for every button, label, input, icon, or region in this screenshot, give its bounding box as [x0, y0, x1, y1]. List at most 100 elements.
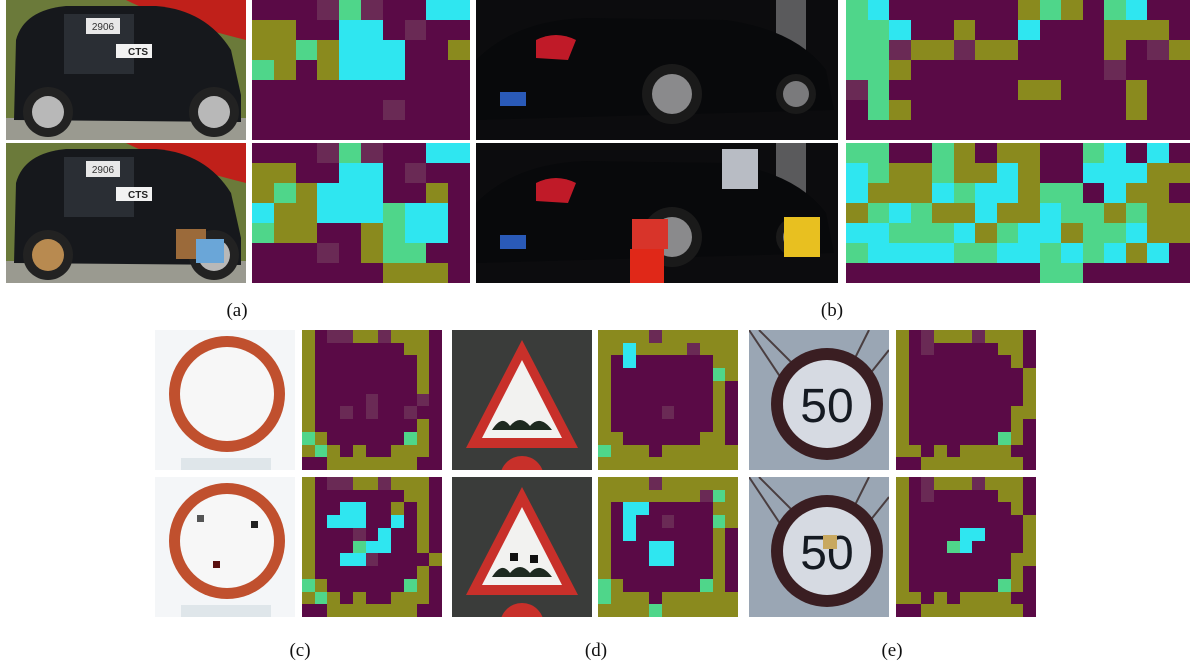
heatmap-cell: [378, 330, 392, 343]
caption-d: (d): [584, 640, 608, 661]
heatmap-cell: [365, 393, 379, 407]
heatmap-cell: [252, 40, 274, 60]
heatmap-cell: [889, 243, 911, 263]
heatmap-cell: [1010, 444, 1024, 458]
heatmap-cell: [448, 60, 470, 80]
heatmap-cell: [972, 540, 986, 554]
heatmap-cell: [327, 566, 341, 579]
heatmap-cell: [623, 419, 637, 432]
heatmap-cell: [896, 566, 909, 579]
heatmap-cell: [302, 419, 315, 432]
heatmap-cell: [623, 489, 637, 503]
heatmap-cell: [416, 489, 430, 503]
panel-d-original-photo: [452, 330, 592, 470]
heatmap-cell: [314, 502, 328, 516]
heatmap-cell: [416, 380, 430, 394]
heatmap-cell: [1125, 183, 1147, 203]
heatmap-cell: [725, 591, 738, 605]
heatmap-cell: [339, 0, 361, 20]
heatmap-cell: [426, 80, 449, 100]
heatmap-cell: [327, 342, 341, 356]
heatmap-cell: [985, 527, 998, 541]
heatmap-cell: [687, 431, 700, 445]
heatmap-cell: [648, 342, 662, 356]
heatmap-cell: [302, 393, 315, 407]
heatmap-cell: [352, 566, 366, 579]
heatmap-cell: [416, 527, 430, 541]
heatmap-cell: [1104, 263, 1126, 283]
heatmap-cell: [661, 330, 675, 343]
heatmap-cell: [648, 566, 662, 579]
heatmap-cell: [985, 419, 998, 432]
heatmap-cell: [404, 183, 427, 203]
heatmap-cell: [908, 540, 922, 554]
heatmap-cell: [1061, 203, 1083, 223]
heatmap-cell: [932, 0, 954, 20]
heatmap-cell: [1023, 380, 1036, 394]
heatmap-cell: [302, 578, 315, 592]
heatmap-cell: [1082, 223, 1104, 243]
heatmap-cell: [910, 100, 932, 120]
heatmap-cell: [934, 380, 947, 394]
heatmap-cell: [1082, 40, 1104, 60]
heatmap-cell: [1168, 163, 1190, 183]
heatmap-cell: [1061, 20, 1083, 40]
heatmap-cell: [1168, 20, 1190, 40]
heatmap-cell: [908, 368, 922, 381]
heatmap-cell: [610, 355, 624, 369]
heatmap-cell: [921, 457, 935, 470]
heatmap-cell: [610, 457, 624, 470]
heatmap-cell: [252, 243, 274, 263]
heatmap-cell: [327, 591, 341, 605]
heatmap-cell: [636, 380, 649, 394]
heatmap-cell: [598, 431, 611, 445]
heatmap-cell: [921, 591, 935, 605]
heatmap-cell: [448, 223, 470, 243]
heatmap-cell: [1010, 431, 1024, 445]
heatmap-cell: [295, 120, 318, 140]
panel-b-patched-photo: [476, 143, 838, 283]
heatmap-cell: [908, 604, 922, 617]
heatmap-cell: [623, 515, 637, 528]
heatmap-cell: [339, 80, 361, 100]
heatmap-cell: [352, 355, 366, 369]
heatmap-cell: [1168, 80, 1190, 100]
heatmap-cell: [598, 393, 611, 407]
heatmap-cell: [953, 143, 975, 163]
heatmap-cell: [985, 406, 998, 420]
car-sticker-number: 2906: [92, 165, 115, 176]
heatmap-cell: [623, 591, 637, 605]
heatmap-cell: [972, 553, 986, 567]
heatmap-cell: [636, 527, 649, 541]
heatmap-cell: [687, 477, 700, 490]
heatmap-cell: [340, 457, 353, 470]
heatmap-cell: [340, 355, 353, 369]
heatmap-cell: [302, 406, 315, 420]
heatmap-cell: [327, 431, 341, 445]
heatmap-cell: [403, 540, 417, 554]
heatmap-cell: [429, 515, 442, 528]
heatmap-cell: [996, 40, 1018, 60]
heatmap-cell: [687, 604, 700, 617]
heatmap-cell: [391, 553, 404, 567]
heatmap-cell: [1018, 80, 1040, 100]
car-sticker-number: 2906: [92, 22, 115, 33]
heatmap-cell: [648, 406, 662, 420]
heatmap-cell: [1082, 143, 1104, 163]
heatmap-cell: [391, 380, 404, 394]
heatmap-cell: [1061, 143, 1083, 163]
heatmap-cell: [867, 243, 889, 263]
heatmap-cell: [959, 527, 973, 541]
heatmap-cell: [1023, 566, 1036, 579]
heatmap-cell: [1061, 60, 1083, 80]
heatmap-cell: [867, 0, 889, 20]
heatmap-cell: [598, 553, 611, 567]
heatmap-cell: [725, 515, 738, 528]
heatmap-cell: [889, 143, 911, 163]
heatmap-cell: [404, 40, 427, 60]
heatmap-cell: [889, 20, 911, 40]
heatmap-cell: [317, 80, 340, 100]
heatmap-cell: [946, 527, 960, 541]
heatmap-cell: [997, 444, 1011, 458]
heatmap-grid: [598, 330, 738, 470]
